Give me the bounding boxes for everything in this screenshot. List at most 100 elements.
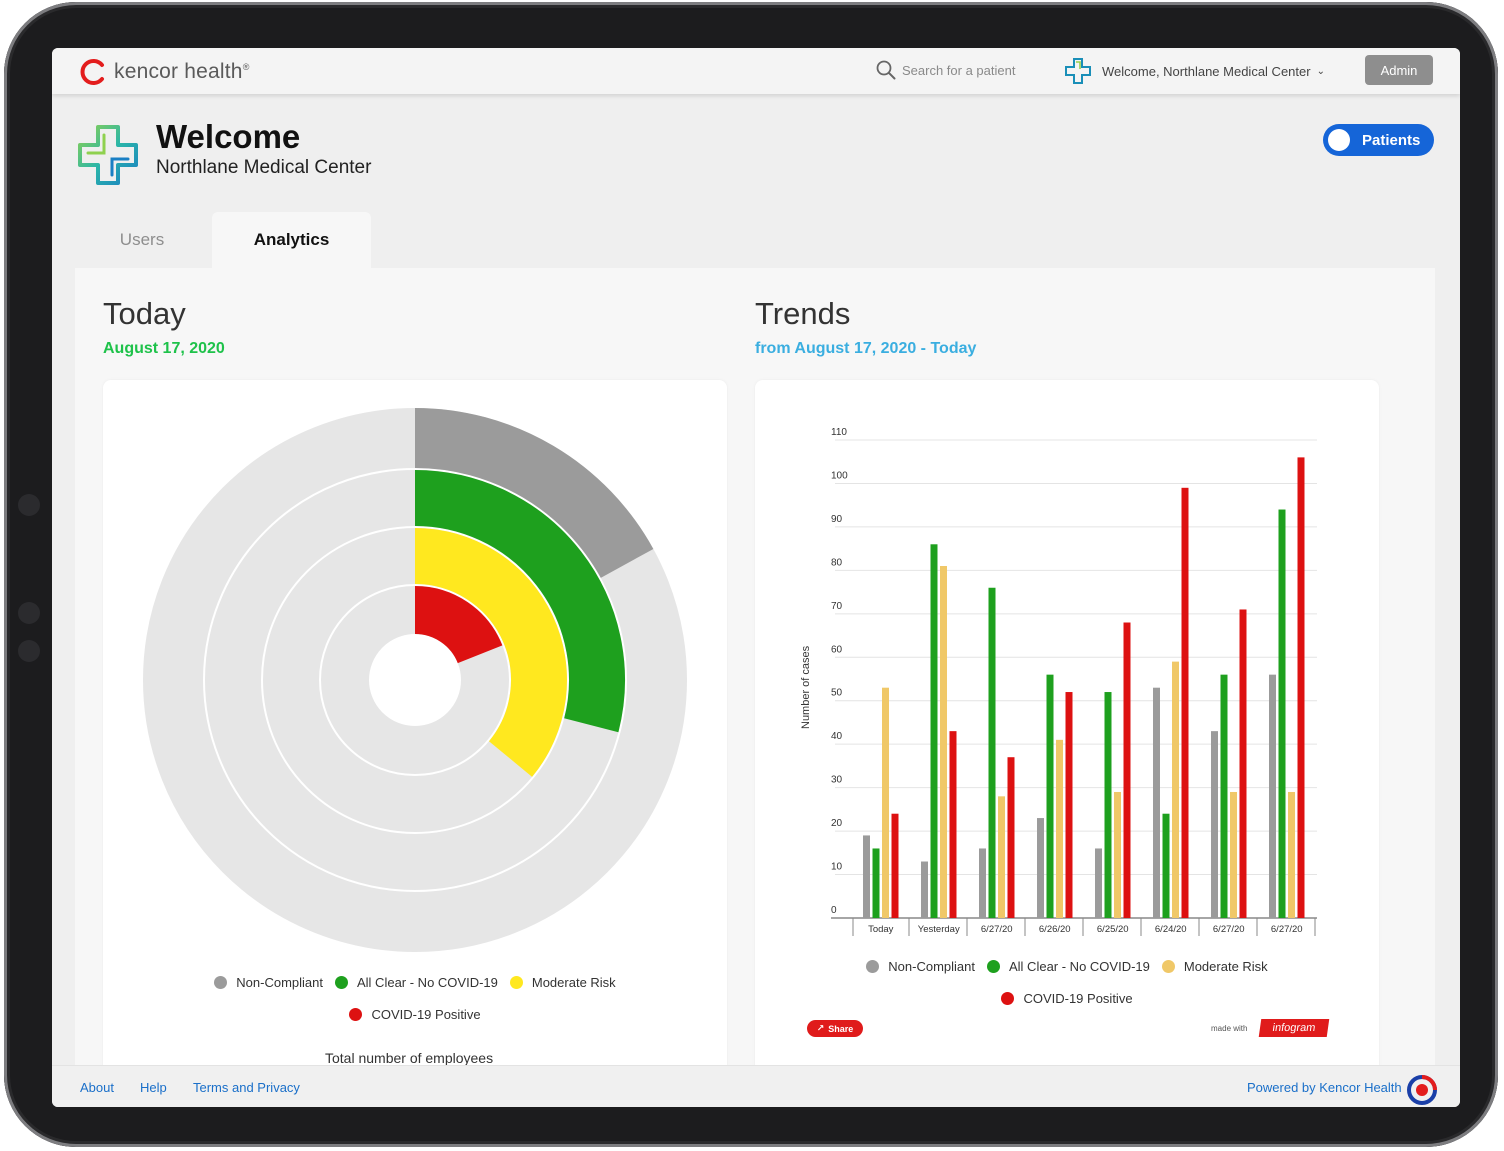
legend-swatch (1161, 959, 1175, 973)
y-tick-label: 40 (831, 731, 843, 742)
bar-1 (1162, 813, 1170, 918)
legend-swatch (866, 959, 880, 973)
x-tick-label: 6/26/20 (1039, 924, 1071, 935)
kencor-logo-icon (80, 59, 104, 85)
today-legend-item: Moderate Risk (509, 966, 616, 998)
medical-cross-icon (1065, 58, 1091, 84)
app-screen: kencor health® Search for a patient Welc… (52, 48, 1460, 1107)
bar-0 (1211, 731, 1218, 918)
page-title: Welcome (156, 118, 301, 155)
legend-label: COVID-19 Positive (1023, 990, 1133, 1006)
x-tick-label: Yesterday (918, 924, 960, 935)
trends-title: Trends (755, 296, 851, 331)
x-tick-label: 6/25/20 (1097, 924, 1129, 935)
total-employees-label: Total number of employees (325, 1050, 494, 1066)
bar-3 (1181, 487, 1189, 918)
brand[interactable]: kencor health® (80, 58, 250, 86)
bar-0 (1153, 687, 1160, 918)
today-card: Non-Compliant All Clear - No COVID-19 Mode… (103, 380, 727, 1100)
footer-link-about[interactable]: About (80, 1080, 114, 1095)
tab-analytics[interactable]: Analytics (212, 212, 371, 268)
bar-3 (1123, 622, 1131, 918)
trends-legend-item: All Clear - No COVID-19 (987, 950, 1150, 982)
bar-1 (1104, 692, 1112, 918)
y-tick-label: 30 (831, 775, 843, 786)
y-tick-label: 60 (831, 644, 843, 655)
side-button (18, 602, 40, 624)
search-icon (876, 60, 896, 80)
tablet-frame: kencor health® Search for a patient Welc… (4, 2, 1498, 1147)
account-menu[interactable]: Welcome, Northlane Medical Center ⌄ (1064, 57, 1325, 85)
y-tick-label: 80 (831, 557, 843, 568)
bar-0 (863, 835, 870, 918)
bar-3 (1007, 757, 1015, 918)
patient-search[interactable]: Search for a patient (876, 60, 1015, 80)
medical-cross-logo-icon (78, 125, 138, 185)
bar-1 (1046, 674, 1054, 918)
radial-bar-3 (413, 586, 503, 665)
radial-bar-0 (414, 408, 654, 579)
y-tick-label: 0 (831, 905, 837, 916)
bar-1 (1220, 674, 1228, 918)
legend-label: Non-Compliant (888, 958, 975, 974)
trends-date: from August 17, 2020 - Today (755, 340, 977, 357)
legend-label: Moderate Risk (1183, 958, 1268, 974)
page-subtitle: Northlane Medical Center (156, 157, 372, 178)
today-legend-item: COVID-19 Positive (349, 998, 481, 1030)
legend-label: All Clear - No COVID-19 (357, 974, 498, 990)
patients-toggle-label: Patients (1362, 131, 1421, 149)
bar-0 (1095, 848, 1102, 918)
admin-button[interactable]: Admin (1365, 55, 1433, 85)
bar-3 (949, 731, 957, 918)
share-button[interactable]: ↗ Share (807, 1020, 863, 1037)
y-tick-label: 10 (831, 862, 843, 873)
side-button (18, 640, 40, 662)
tab-users[interactable]: Users (119, 230, 165, 249)
infogram-badge[interactable]: infogram (1258, 1019, 1330, 1037)
patients-toggle[interactable]: Patients (1323, 124, 1434, 156)
footer: About Help Terms and Privacy Powered by … (52, 1065, 1460, 1107)
bar-1 (988, 587, 996, 918)
made-with-label: made with (1211, 1024, 1248, 1033)
bar-0 (1037, 818, 1044, 918)
radial-bar-2 (414, 528, 567, 777)
trends-legend-item: Non-Compliant (866, 950, 975, 982)
side-button (18, 494, 40, 516)
bar-3 (1239, 609, 1247, 918)
trends-legend-item: COVID-19 Positive (1001, 982, 1133, 1014)
bar-2 (1288, 791, 1295, 918)
legend-swatch (349, 1007, 363, 1021)
legend-swatch (987, 959, 1000, 973)
y-tick-label: 90 (831, 514, 843, 525)
y-axis-label: Number of cases (800, 645, 812, 729)
bar-2 (1230, 791, 1237, 918)
footer-link-help[interactable]: Help (140, 1080, 167, 1095)
x-tick-label: 6/27/20 (1213, 924, 1245, 935)
legend-swatch (1001, 991, 1015, 1005)
bar-1 (930, 544, 938, 918)
trends-legend-item: Moderate Risk (1161, 950, 1268, 982)
trends-card: 0 10 20 30 40 50 60 70 80 90 100 110 Number of cases… (755, 380, 1379, 1100)
legend-swatch (214, 975, 228, 989)
bar-2 (940, 566, 947, 918)
legend-label: COVID-19 Positive (371, 1006, 481, 1022)
trends-legend: Non-Compliant All Clear - No COVID-19 Mode… (847, 950, 1287, 1014)
x-tick-label: 6/24/20 (1155, 924, 1187, 935)
x-tick-label: 6/27/20 (981, 924, 1013, 935)
share-label: Share (828, 1023, 854, 1034)
footer-link-terms[interactable]: Terms and Privacy (193, 1080, 300, 1095)
search-input[interactable]: Search for a patient (902, 62, 1016, 78)
bar-3 (1297, 457, 1305, 918)
y-tick-label: 70 (831, 601, 843, 612)
toggle-knob (1328, 129, 1350, 151)
legend-label: Non-Compliant (236, 974, 323, 990)
analytics-panel: Today August 17, 2020 Trends from August… (75, 268, 1435, 1100)
bar-2 (882, 687, 889, 918)
legend-label: All Clear - No COVID-19 (1009, 958, 1150, 974)
radial-chart (143, 408, 687, 952)
bar-0 (921, 861, 928, 918)
account-welcome-label: Welcome, Northlane Medical Center (1102, 63, 1311, 79)
bar-0 (1269, 674, 1276, 918)
legend-swatch (335, 975, 348, 989)
bar-3 (891, 813, 899, 918)
